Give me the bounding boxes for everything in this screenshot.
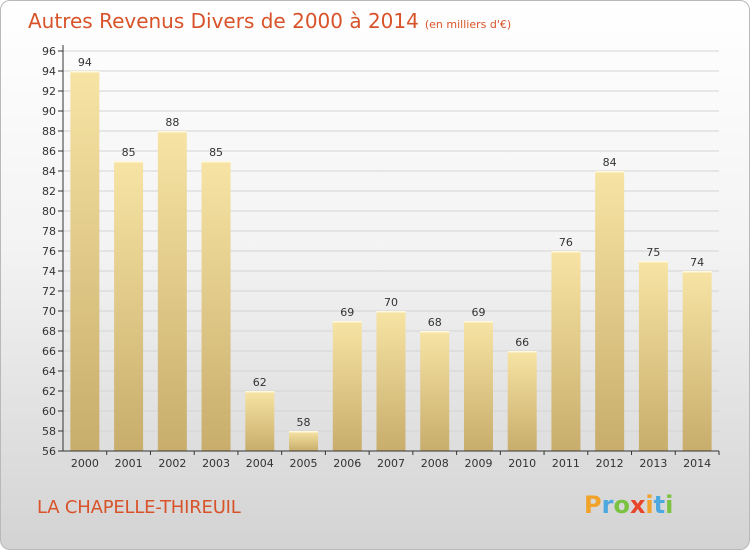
bar-top-highlight (289, 431, 319, 433)
bar-2003 (201, 161, 231, 451)
value-label-2006: 69 (340, 306, 354, 319)
bar-top-highlight (507, 351, 537, 353)
bar-2002 (157, 131, 187, 451)
y-tick-label: 60 (42, 405, 56, 418)
x-tick-label-2007: 2007 (377, 457, 405, 470)
value-label-2011: 76 (559, 236, 573, 249)
value-label-2003: 85 (209, 146, 223, 159)
bar-2008 (420, 331, 450, 451)
bar-2007 (376, 311, 406, 451)
bar-top-highlight (332, 321, 362, 323)
title-unit: (en milliers d'€) (424, 18, 512, 31)
logo-letter: x (629, 491, 646, 519)
y-tick-label: 80 (42, 205, 56, 218)
x-tick-label-2006: 2006 (333, 457, 361, 470)
value-label-2001: 85 (122, 146, 136, 159)
y-tick-label: 76 (42, 245, 56, 258)
labels: 56 58 60 62 64 66 68 70 72 74 76 78 80 82 84 86 88 90 92 94… (42, 45, 711, 470)
x-tick-label-2014: 2014 (683, 457, 711, 470)
bar-2010 (507, 351, 537, 451)
logo-letter: P (584, 491, 602, 519)
x-tick-label-2005: 2005 (290, 457, 318, 470)
y-tick-label: 94 (42, 65, 56, 78)
bar-2006 (332, 321, 362, 451)
logo-letter: t (653, 491, 666, 519)
y-tick-label: 82 (42, 185, 56, 198)
y-tick-label: 68 (42, 325, 56, 338)
y-tick-label: 78 (42, 225, 56, 238)
value-label-2008: 68 (428, 316, 442, 329)
x-tick-label-2001: 2001 (115, 457, 143, 470)
bar-2014 (682, 271, 712, 451)
y-tick-label: 84 (42, 165, 56, 178)
commune-name: LA CHAPELLE-THIREUIL (37, 497, 241, 518)
logo-letter: i (645, 491, 654, 519)
value-label-2013: 75 (646, 246, 660, 259)
value-label-2004: 62 (253, 376, 267, 389)
y-tick-label: 70 (42, 305, 56, 318)
proxiti-logo: Proxiti (584, 491, 673, 519)
title-text: Autres Revenus Divers de 2000 à 2014 (28, 9, 419, 33)
y-tick-label: 88 (42, 125, 56, 138)
bar-top-highlight (376, 311, 406, 313)
x-tick-label-2013: 2013 (639, 457, 667, 470)
bar-top-highlight (114, 161, 144, 163)
value-label-2002: 88 (165, 116, 179, 129)
bar-2001 (114, 161, 144, 451)
bar-top-highlight (420, 331, 450, 333)
x-tick-label-2012: 2012 (596, 457, 624, 470)
x-tick-label-2003: 2003 (202, 457, 230, 470)
value-label-2000: 94 (78, 56, 92, 69)
value-label-2005: 58 (297, 416, 311, 429)
value-label-2007: 70 (384, 296, 398, 309)
x-tick-label-2004: 2004 (246, 457, 274, 470)
bar-2005 (289, 431, 319, 451)
chart-title: Autres Revenus Divers de 2000 à 2014 (en … (28, 9, 511, 33)
y-tick-label: 86 (42, 145, 56, 158)
bar-2004 (245, 391, 275, 451)
y-tick-label: 58 (42, 425, 56, 438)
bar-top-highlight (595, 171, 625, 173)
bar-top-highlight (157, 131, 187, 133)
x-tick-label-2011: 2011 (552, 457, 580, 470)
bar-top-highlight (70, 71, 100, 73)
bar-top-highlight (551, 251, 581, 253)
logo-letter: i (665, 491, 674, 519)
bar-top-highlight (463, 321, 493, 323)
y-tick-label: 92 (42, 85, 56, 98)
y-tick-label: 64 (42, 365, 56, 378)
y-tick-label: 62 (42, 385, 56, 398)
bar-2011 (551, 251, 581, 451)
y-tick-label: 96 (42, 45, 56, 58)
bar-top-highlight (682, 271, 712, 273)
axes (58, 45, 720, 455)
y-tick-label: 72 (42, 285, 56, 298)
bar-2000 (70, 71, 100, 451)
bar-2013 (638, 261, 668, 451)
bar-2009 (463, 321, 493, 451)
logo-letter: o (613, 491, 630, 519)
bar-top-highlight (201, 161, 231, 163)
value-label-2009: 69 (471, 306, 485, 319)
y-tick-label: 74 (42, 265, 56, 278)
bar-2012 (595, 171, 625, 451)
y-tick-label: 66 (42, 345, 56, 358)
bar-top-highlight (638, 261, 668, 263)
y-tick-label: 56 (42, 445, 56, 458)
value-label-2012: 84 (603, 156, 617, 169)
value-label-2014: 74 (690, 256, 704, 269)
bar-top-highlight (245, 391, 275, 393)
x-tick-label-2000: 2000 (71, 457, 99, 470)
value-label-2010: 66 (515, 336, 529, 349)
x-tick-label-2008: 2008 (421, 457, 449, 470)
x-tick-label-2009: 2009 (464, 457, 492, 470)
bars (70, 71, 712, 451)
y-tick-label: 90 (42, 105, 56, 118)
logo-letter: r (601, 491, 614, 519)
x-tick-label-2002: 2002 (158, 457, 186, 470)
x-tick-label-2010: 2010 (508, 457, 536, 470)
